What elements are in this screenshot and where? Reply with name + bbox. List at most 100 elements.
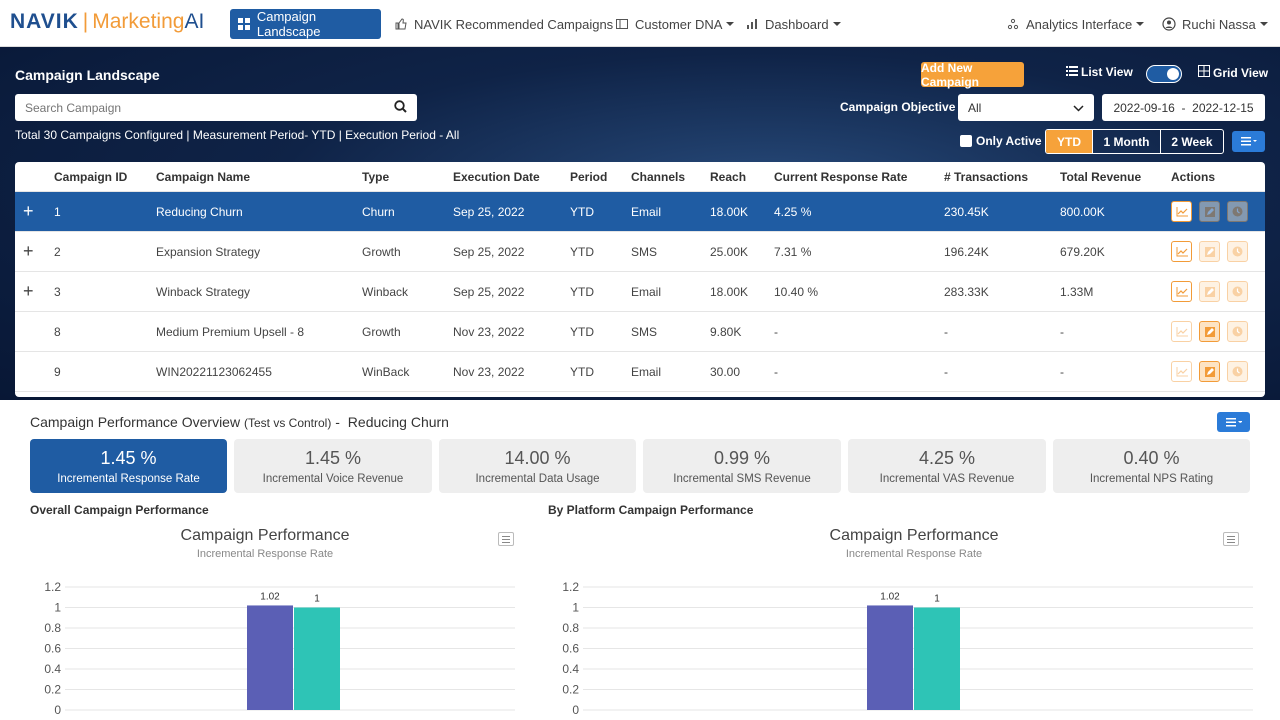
cell-id: 9 [54, 364, 61, 379]
bar-data-label: 1.02 [260, 591, 280, 602]
cell-channel: Email [631, 364, 662, 379]
search-icon[interactable] [394, 99, 407, 116]
clock-icon[interactable] [1227, 361, 1248, 382]
nav-recommended-campaigns[interactable]: NAVIK Recommended Campaigns [394, 9, 613, 39]
trend-chart-icon[interactable] [1171, 241, 1192, 262]
nav-analytics-interface[interactable]: Analytics Interface [1006, 9, 1145, 39]
col-channels[interactable]: Channels [631, 170, 686, 184]
kpi-card[interactable]: 0.99 % Incremental SMS Revenue [643, 439, 841, 493]
col-transactions[interactable]: # Transactions [944, 170, 1029, 184]
bar-chart-icon [745, 17, 759, 31]
expand-row-button[interactable]: + [23, 281, 34, 301]
only-active-toggle[interactable]: Only Active [960, 134, 1042, 148]
cell-type: Churn [362, 204, 395, 219]
cell-revenue: - [1060, 324, 1064, 339]
user-menu[interactable]: Ruchi Nassa [1162, 9, 1268, 39]
table-header: Campaign ID Campaign Name Type Execution… [15, 162, 1265, 192]
table-row[interactable]: + 1 Reducing Churn Churn Sep 25, 2022 YT… [15, 192, 1265, 232]
edit-icon[interactable] [1199, 321, 1220, 342]
col-campaign-name[interactable]: Campaign Name [156, 170, 251, 184]
campaign-table: Campaign ID Campaign Name Type Execution… [15, 162, 1265, 397]
col-current-response-rate[interactable]: Current Response Rate [774, 170, 908, 184]
chart-menu-icon[interactable] [1223, 532, 1239, 546]
edit-icon[interactable] [1199, 361, 1220, 382]
nav-customer-dna[interactable]: Customer DNA [615, 9, 735, 39]
col-period[interactable]: Period [570, 170, 608, 184]
view-switch[interactable] [1146, 65, 1182, 83]
cell-date: Sep 25, 2022 [453, 204, 525, 219]
kpi-card[interactable]: 1.45 % Incremental Voice Revenue [234, 439, 432, 493]
trend-chart-icon[interactable] [1171, 281, 1192, 302]
table-options-button[interactable] [1232, 131, 1265, 152]
search-input[interactable] [25, 100, 394, 115]
clock-icon[interactable] [1227, 281, 1248, 302]
navik-logo[interactable]: NAVIK | Marketing AI [10, 10, 204, 34]
kpi-label: Incremental SMS Revenue [673, 472, 811, 485]
grid-icon [1198, 65, 1210, 80]
col-type[interactable]: Type [362, 170, 390, 184]
grid-view-label: Grid View [1213, 65, 1269, 80]
list-view-label: List View [1081, 65, 1133, 79]
performance-options-button[interactable] [1217, 412, 1250, 432]
nav-dashboard[interactable]: Dashboard [745, 9, 841, 39]
kpi-card[interactable]: 0.40 % Incremental NPS Rating [1053, 439, 1250, 493]
cell-id: 1 [54, 204, 61, 219]
table-row[interactable]: + 2 Expansion Strategy Growth Sep 25, 20… [15, 232, 1265, 272]
kpi-card[interactable]: 14.00 % Incremental Data Usage [439, 439, 636, 493]
overall-performance-label: Overall Campaign Performance [30, 503, 209, 517]
list-icon [1066, 65, 1078, 79]
row-actions [1171, 272, 1255, 311]
col-reach[interactable]: Reach [710, 170, 747, 184]
edit-icon[interactable] [1199, 241, 1220, 262]
col-campaign-id[interactable]: Campaign ID [54, 170, 128, 184]
trend-chart-icon[interactable] [1171, 201, 1192, 222]
cell-type: Growth [362, 244, 401, 259]
cell-rate: - [774, 324, 778, 339]
grid-view-toggle[interactable]: Grid View [1198, 65, 1268, 80]
y-tick-label: 1 [572, 601, 579, 615]
logo-navik: NAVIK [10, 10, 79, 33]
table-row[interactable]: 8 Medium Premium Upsell - 8 Growth Nov 2… [15, 312, 1265, 352]
chart-menu-icon[interactable] [498, 532, 514, 546]
edit-icon[interactable] [1199, 281, 1220, 302]
add-new-campaign-button[interactable]: Add New Campaign [921, 61, 1024, 89]
row-actions [1171, 232, 1255, 271]
bar [914, 607, 960, 710]
trend-chart-icon[interactable] [1171, 321, 1192, 342]
chart-subtitle: Incremental Response Rate [196, 548, 334, 560]
cell-name: WIN20221123062455 [156, 364, 272, 379]
cell-transactions: 230.45K [944, 204, 989, 219]
kpi-card[interactable]: 4.25 % Incremental VAS Revenue [848, 439, 1046, 493]
col-total-revenue[interactable]: Total Revenue [1060, 170, 1142, 184]
period-1-month[interactable]: 1 Month [1093, 130, 1161, 153]
table-row[interactable]: 9 WIN20221123062455 WinBack Nov 23, 2022… [15, 352, 1265, 392]
chevron-down-icon [1073, 101, 1084, 115]
platform-performance-label: By Platform Campaign Performance [548, 503, 754, 517]
only-active-checkbox[interactable] [960, 135, 972, 147]
y-tick-label: 0.2 [562, 683, 579, 697]
cell-reach: 30.00 [710, 364, 741, 379]
table-row[interactable]: + 3 Winback Strategy Winback Sep 25, 202… [15, 272, 1265, 312]
period-2-week[interactable]: 2 Week [1171, 134, 1213, 149]
expand-row-button[interactable]: + [23, 241, 34, 261]
clock-icon[interactable] [1227, 241, 1248, 262]
page-title: Campaign Landscape [15, 67, 160, 83]
edit-icon[interactable] [1199, 201, 1220, 222]
cell-name: Medium Premium Upsell - 8 [156, 324, 305, 339]
trend-chart-icon[interactable] [1171, 361, 1192, 382]
kpi-card[interactable]: 1.45 % Incremental Response Rate [30, 439, 227, 493]
col-execution-date[interactable]: Execution Date [453, 170, 540, 184]
cell-date: Sep 25, 2022 [453, 244, 525, 259]
list-view-toggle[interactable]: List View [1066, 65, 1133, 79]
nav-campaign-landscape[interactable]: Campaign Landscape [230, 9, 381, 39]
expand-row-button[interactable]: + [23, 201, 34, 221]
row-actions [1171, 192, 1255, 231]
date-range-picker[interactable]: 2022-09-16 - 2022-12-15 [1102, 94, 1265, 121]
clock-icon[interactable] [1227, 321, 1248, 342]
y-tick-label: 0.2 [44, 683, 61, 697]
kpi-label: Incremental Response Rate [57, 472, 200, 485]
period-ytd[interactable]: YTD [1046, 130, 1093, 153]
campaign-objective-select[interactable]: All [958, 94, 1094, 121]
clock-icon[interactable] [1227, 201, 1248, 222]
y-tick-label: 0.8 [562, 621, 579, 635]
